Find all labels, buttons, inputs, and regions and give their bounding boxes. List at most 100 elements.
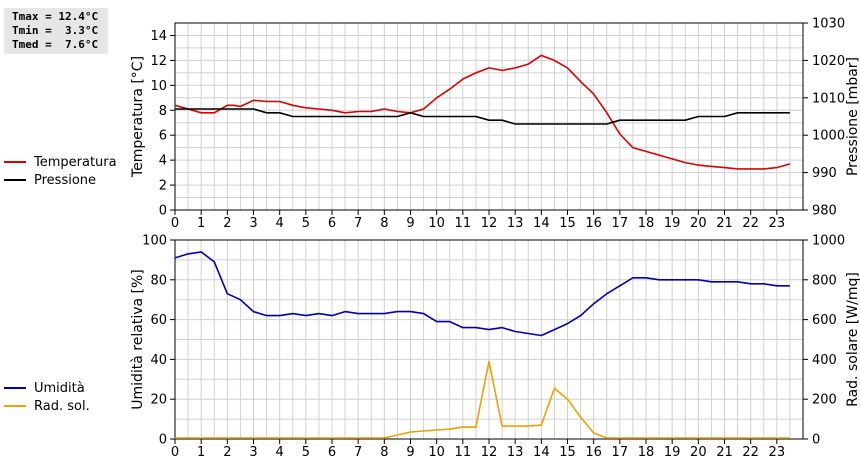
x-tick-label: 18 bbox=[638, 445, 655, 460]
y2-tick-label: 1000 bbox=[812, 234, 845, 249]
x-tick-label: 21 bbox=[716, 445, 733, 460]
y-tick-label: 6 bbox=[159, 129, 167, 144]
x-tick-label: 14 bbox=[533, 216, 550, 231]
x-tick-label: 23 bbox=[769, 216, 786, 231]
x-tick-label: 13 bbox=[507, 216, 524, 231]
x-tick-label: 4 bbox=[276, 216, 284, 231]
legend-swatch-umidita bbox=[4, 387, 26, 389]
y2-tick-label: 990 bbox=[812, 166, 837, 181]
y-tick-label: 8 bbox=[159, 104, 167, 119]
y-axis-label: Umidità relativa [%] bbox=[130, 269, 146, 410]
x-tick-label: 17 bbox=[612, 445, 629, 460]
x-tick-label: 14 bbox=[533, 445, 550, 460]
x-tick-label: 5 bbox=[302, 216, 310, 231]
y2-tick-label: 1020 bbox=[812, 54, 845, 69]
x-tick-label: 7 bbox=[354, 445, 362, 460]
legend-swatch-temperatura bbox=[4, 161, 26, 163]
x-tick-label: 19 bbox=[664, 216, 681, 231]
legend-label-umidita: Umidità bbox=[34, 380, 85, 396]
x-tick-label: 11 bbox=[455, 216, 472, 231]
chart-bottom: 0 1 2 3 4 5 6 7 8 9 10 11 12 13 14 15 16 17 18 19 20 21 22 2302… bbox=[130, 234, 860, 460]
y-tick-label: 0 bbox=[159, 433, 167, 448]
x-tick-label: 9 bbox=[406, 445, 414, 460]
x-tick-label: 10 bbox=[428, 216, 445, 231]
y-tick-label: 4 bbox=[159, 154, 167, 169]
x-tick-label: 6 bbox=[328, 216, 336, 231]
x-tick-label: 13 bbox=[507, 445, 524, 460]
y2-tick-label: 1030 bbox=[812, 17, 845, 32]
x-tick-label: 0 bbox=[171, 216, 179, 231]
y2-tick-label: 800 bbox=[812, 273, 837, 288]
series-line-pressione bbox=[175, 108, 790, 125]
legend-swatch-pressione bbox=[4, 179, 26, 181]
x-tick-label: 15 bbox=[559, 216, 576, 231]
x-tick-label: 1 bbox=[197, 216, 205, 231]
y-tick-label: 40 bbox=[150, 353, 167, 368]
y-tick-label: 20 bbox=[150, 393, 167, 408]
y-tick-label: 10 bbox=[150, 79, 167, 94]
x-tick-label: 11 bbox=[455, 445, 472, 460]
y2-axis-label: Rad. solare [W/mq] bbox=[845, 272, 860, 407]
x-tick-label: 4 bbox=[276, 445, 284, 460]
x-tick-label: 2 bbox=[223, 445, 231, 460]
y2-tick-label: 200 bbox=[812, 393, 837, 408]
y-tick-label: 0 bbox=[159, 204, 167, 219]
x-tick-label: 15 bbox=[559, 445, 576, 460]
stats-tmax: Tmax = 12.4°C bbox=[12, 10, 99, 23]
legend-item-rad-sol: Rad. sol. bbox=[4, 397, 90, 415]
x-tick-label: 6 bbox=[328, 445, 336, 460]
legend-swatch-rad-sol bbox=[4, 405, 26, 407]
x-tick-label: 12 bbox=[481, 216, 498, 231]
x-tick-label: 12 bbox=[481, 445, 498, 460]
stats-box: Tmax = 12.4°C Tmin = 3.3°C Tmed = 7.6°C bbox=[4, 8, 108, 54]
x-tick-label: 19 bbox=[664, 445, 681, 460]
legend-label-rad-sol: Rad. sol. bbox=[34, 398, 90, 414]
y2-tick-label: 600 bbox=[812, 313, 837, 328]
x-tick-label: 1 bbox=[197, 445, 205, 460]
x-tick-label: 5 bbox=[302, 445, 310, 460]
x-tick-label: 2 bbox=[223, 216, 231, 231]
x-tick-label: 20 bbox=[690, 445, 707, 460]
x-tick-label: 18 bbox=[638, 216, 655, 231]
series-line-rad-sol bbox=[175, 360, 790, 439]
y2-tick-label: 1000 bbox=[812, 129, 845, 144]
y2-tick-label: 400 bbox=[812, 353, 837, 368]
y-tick-label: 12 bbox=[150, 54, 167, 69]
y-tick-label: 14 bbox=[150, 29, 167, 44]
legend-label-pressione: Pressione bbox=[34, 172, 97, 188]
x-tick-label: 16 bbox=[585, 445, 602, 460]
legend-label-temperatura: Temperatura bbox=[34, 154, 117, 170]
legend-item-umidita: Umidità bbox=[4, 379, 90, 397]
x-tick-label: 8 bbox=[380, 216, 388, 231]
x-tick-label: 22 bbox=[742, 216, 759, 231]
x-tick-label: 22 bbox=[742, 445, 759, 460]
y-tick-label: 100 bbox=[142, 234, 167, 249]
x-tick-label: 16 bbox=[585, 216, 602, 231]
y-tick-label: 60 bbox=[150, 313, 167, 328]
y2-tick-label: 0 bbox=[812, 433, 820, 448]
legend-item-temperatura: Temperatura bbox=[4, 153, 117, 171]
y2-tick-label: 980 bbox=[812, 204, 837, 219]
stats-tmin: Tmin = 3.3°C bbox=[12, 24, 99, 37]
chart-top: 0 1 2 3 4 5 6 7 8 9 10 11 12 13 14 15 16 17 18 19 20 21 22 2302… bbox=[130, 17, 860, 232]
y-axis-label: Temperatura [°C] bbox=[130, 56, 146, 178]
x-tick-label: 0 bbox=[171, 445, 179, 460]
x-tick-label: 10 bbox=[428, 445, 445, 460]
x-tick-label: 3 bbox=[249, 445, 257, 460]
x-tick-label: 23 bbox=[769, 445, 786, 460]
stats-tmed: Tmed = 7.6°C bbox=[12, 38, 99, 51]
x-tick-label: 3 bbox=[249, 216, 257, 231]
x-tick-label: 21 bbox=[716, 216, 733, 231]
legend-top: Temperatura Pressione bbox=[4, 153, 117, 189]
x-tick-label: 7 bbox=[354, 216, 362, 231]
y2-tick-label: 1010 bbox=[812, 91, 845, 106]
series-line-umidit bbox=[174, 251, 790, 337]
x-tick-label: 8 bbox=[380, 445, 388, 460]
series-line-temperatura bbox=[174, 54, 791, 170]
x-tick-label: 9 bbox=[406, 216, 414, 231]
y-tick-label: 2 bbox=[159, 179, 167, 194]
x-tick-label: 17 bbox=[612, 216, 629, 231]
y2-axis-label: Pressione [mbar] bbox=[845, 57, 860, 176]
legend-item-pressione: Pressione bbox=[4, 171, 117, 189]
